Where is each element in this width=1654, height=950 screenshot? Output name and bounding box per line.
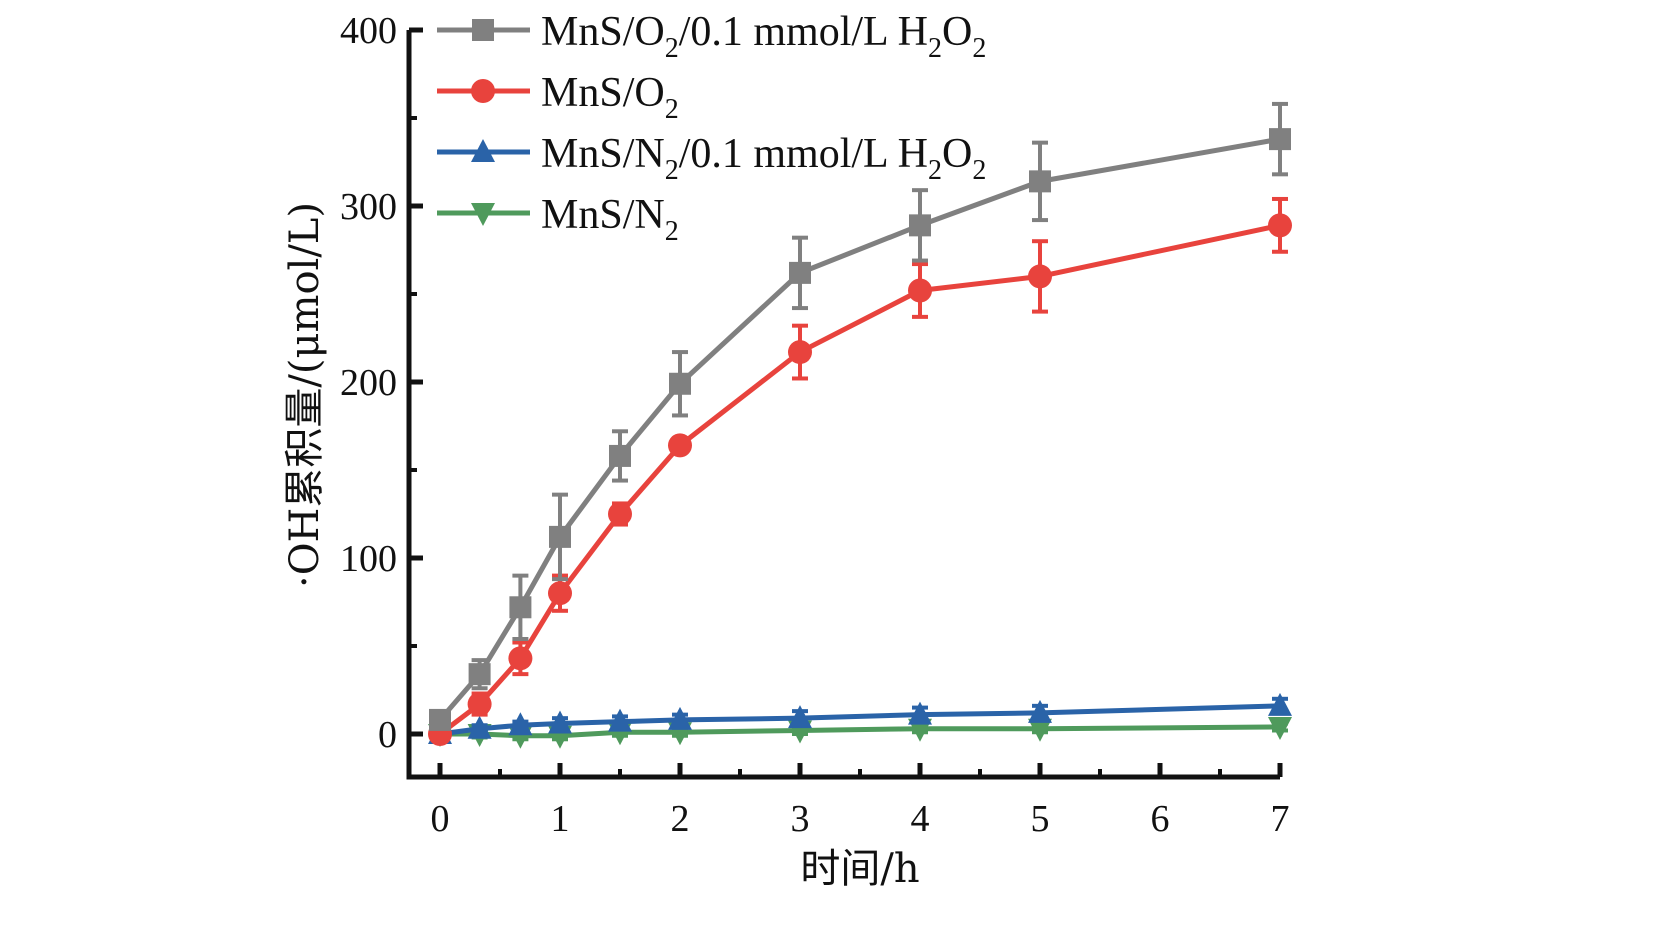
legend-label: MnS/O2 xyxy=(541,70,679,125)
y-tick-label: 100 xyxy=(340,538,397,580)
series-layer xyxy=(428,101,1292,749)
data-point xyxy=(908,701,932,725)
data-point xyxy=(508,712,533,736)
legend-text-part: MnS/N xyxy=(541,131,665,177)
legend-marker xyxy=(471,79,495,103)
series-1 xyxy=(428,196,1292,746)
data-point xyxy=(1268,692,1292,716)
legend-item-2: MnS/N2/0.1 mmol/L H2O2 xyxy=(437,131,986,186)
x-tick-label: 1 xyxy=(551,798,570,840)
legend-subscript: 2 xyxy=(928,33,942,64)
y-tick-label: 300 xyxy=(340,186,397,228)
data-point xyxy=(468,663,491,686)
series-line xyxy=(438,136,1281,722)
legend-text-part: MnS/N xyxy=(541,192,665,238)
legend-text-part: /0.1 mmol/L H xyxy=(679,9,928,55)
data-point xyxy=(1029,170,1051,193)
y-tick-label: 200 xyxy=(340,362,397,404)
legend-subscript: 2 xyxy=(972,155,986,186)
x-axis-title: 时间/h xyxy=(800,846,919,892)
legend-subscript: 2 xyxy=(665,33,679,64)
data-point xyxy=(1268,213,1292,238)
data-point xyxy=(467,715,492,739)
x-tick-label: 2 xyxy=(671,798,690,840)
data-point xyxy=(509,596,532,619)
data-point xyxy=(548,710,572,734)
data-point xyxy=(1028,699,1052,723)
x-tick-label: 6 xyxy=(1151,798,1170,840)
series-line xyxy=(440,724,1281,739)
data-point xyxy=(788,705,812,729)
data-point xyxy=(1028,718,1052,742)
legend-text-part: MnS/O xyxy=(541,70,665,116)
x-tick-label: 3 xyxy=(791,798,810,840)
legend-label: MnS/O2/0.1 mmol/L H2O2 xyxy=(541,9,986,64)
data-point xyxy=(1268,716,1292,740)
legend-subscript: 2 xyxy=(665,94,679,125)
series-2 xyxy=(428,692,1292,744)
legend-item-1: MnS/O2 xyxy=(437,70,679,125)
legend-subscript: 2 xyxy=(665,155,679,186)
x-tick-label: 5 xyxy=(1031,798,1050,840)
series-0 xyxy=(429,101,1291,731)
data-point xyxy=(608,708,632,732)
axes: 0 100 200 300 400 0 1 2 3 4 5 6 7 xyxy=(340,10,1290,840)
x-tick-label: 7 xyxy=(1271,798,1290,840)
legend-text-part: O xyxy=(942,131,972,177)
y-axis-title: ·OH累积量/(μmol/L) xyxy=(282,202,328,588)
x-tick-label: 0 xyxy=(431,798,450,840)
legend-subscript: 2 xyxy=(928,155,942,186)
legend-label: MnS/N2/0.1 mmol/L H2O2 xyxy=(541,131,986,186)
legend-text-part: O xyxy=(942,9,972,55)
data-point xyxy=(1028,264,1052,289)
x-tick-label: 4 xyxy=(911,798,930,840)
data-point xyxy=(789,261,811,284)
data-point xyxy=(909,214,931,237)
data-point xyxy=(429,708,451,731)
data-point xyxy=(668,433,692,458)
legend-marker xyxy=(471,203,495,226)
data-point xyxy=(467,692,492,717)
data-point xyxy=(508,646,533,671)
y-tick-label: 400 xyxy=(340,10,397,52)
data-point xyxy=(908,278,932,303)
data-point xyxy=(548,581,572,606)
data-point xyxy=(669,372,691,395)
legend-item-0: MnS/O2/0.1 mmol/L H2O2 xyxy=(437,9,986,64)
legend-marker xyxy=(472,19,494,41)
data-point xyxy=(1269,128,1291,151)
legend-subscript: 2 xyxy=(665,216,679,247)
y-tick-label: 0 xyxy=(378,714,397,756)
legend-marker xyxy=(471,139,495,162)
series-line xyxy=(439,703,1281,737)
data-point xyxy=(668,706,692,730)
data-point xyxy=(608,502,632,526)
legend-item-3: MnS/N2 xyxy=(437,192,679,247)
legend-subscript: 2 xyxy=(972,33,986,64)
legend-text-part: /0.1 mmol/L H xyxy=(679,131,928,177)
data-point xyxy=(549,525,571,548)
data-point xyxy=(609,444,631,467)
legend-label: MnS/N2 xyxy=(541,192,679,247)
data-point xyxy=(788,340,812,365)
series-line xyxy=(438,222,1281,736)
legend-text-part: MnS/O xyxy=(541,9,665,55)
